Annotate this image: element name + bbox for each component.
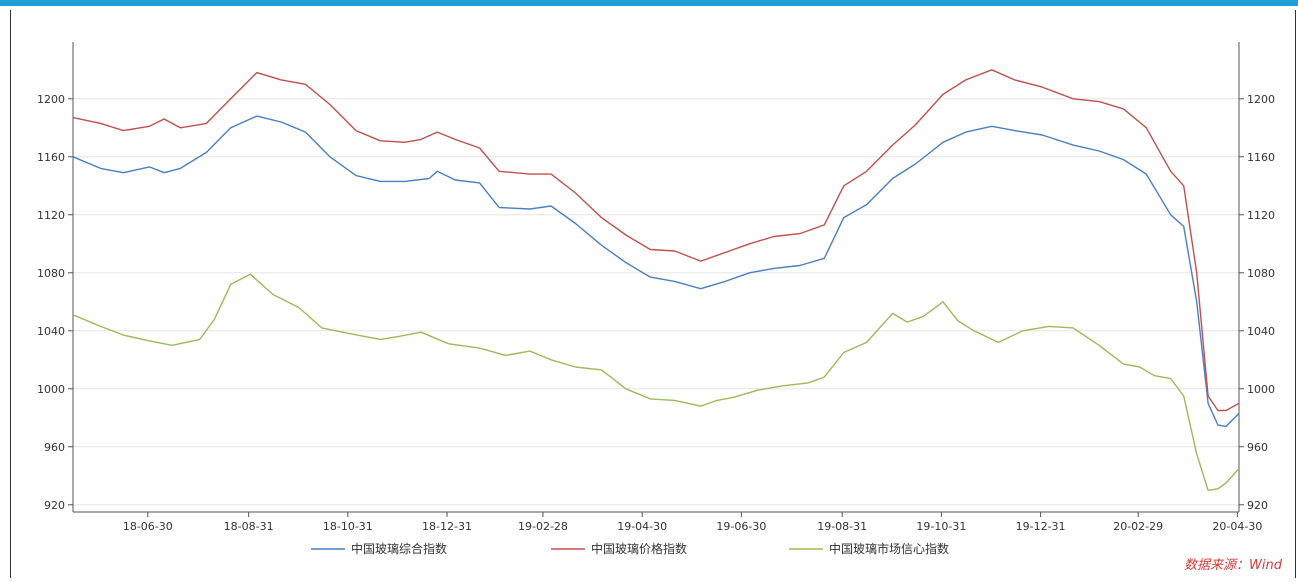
x-tick-label: 19-06-30 (716, 520, 766, 533)
x-tick-label: 20-04-30 (1212, 520, 1262, 533)
top-accent-bar (0, 0, 1298, 6)
line-chart: 920 920 960 960 1000 1000 1040 1040 1080 1080 1120… (37, 42, 1275, 556)
axes: 920 920 960 960 1000 1000 1040 1040 1080 1080 1120… (37, 42, 1275, 533)
series-line-1 (72, 115, 1240, 428)
y-tick-label-right: 920 (1247, 499, 1268, 512)
series-layer (72, 69, 1240, 491)
x-tick-label: 19-12-31 (1016, 520, 1066, 533)
y-tick-label-left: 920 (44, 499, 65, 512)
x-tick-label: 19-04-30 (617, 520, 667, 533)
y-tick-label-left: 1200 (37, 93, 65, 106)
chart-panel: 920 920 960 960 1000 1000 1040 1040 1080 1080 1120… (10, 10, 1296, 578)
x-tick-label: 18-10-31 (323, 520, 373, 533)
y-tick-label-left: 1160 (37, 151, 65, 164)
y-tick-label-right: 1000 (1247, 383, 1275, 396)
y-tick-label-right: 1120 (1247, 209, 1275, 222)
data-source-label: 数据来源：Wind (1184, 558, 1282, 573)
x-tick-label: 18-12-31 (422, 520, 472, 533)
y-tick-label-left: 1040 (37, 325, 65, 338)
series-line-3 (72, 273, 1240, 491)
series-line-2 (72, 69, 1240, 412)
y-tick-label-left: 1000 (37, 383, 65, 396)
y-tick-label-right: 1080 (1247, 267, 1275, 280)
x-tick-label: 19-08-31 (817, 520, 867, 533)
legend-label-1: 中国玻璃综合指数 (351, 541, 447, 556)
x-tick-label: 19-10-31 (916, 520, 966, 533)
legend: 中国玻璃综合指数 中国玻璃价格指数 中国玻璃市场信心指数 (311, 541, 949, 556)
y-tick-label-right: 1040 (1247, 325, 1275, 338)
grid-lines (73, 98, 1239, 506)
x-tick-label: 18-06-30 (123, 520, 173, 533)
x-tick-label: 20-02-29 (1113, 520, 1163, 533)
y-tick-label-right: 1160 (1247, 151, 1275, 164)
legend-label-3: 中国玻璃市场信心指数 (829, 541, 949, 556)
legend-label-2: 中国玻璃价格指数 (591, 541, 687, 556)
y-tick-label-right: 960 (1247, 441, 1268, 454)
y-tick-label-left: 1080 (37, 267, 65, 280)
x-tick-label: 18-08-31 (224, 520, 274, 533)
y-tick-label-left: 1120 (37, 209, 65, 222)
y-tick-label-right: 1200 (1247, 93, 1275, 106)
y-tick-label-left: 960 (44, 441, 65, 454)
x-tick-label: 19-02-28 (518, 520, 568, 533)
